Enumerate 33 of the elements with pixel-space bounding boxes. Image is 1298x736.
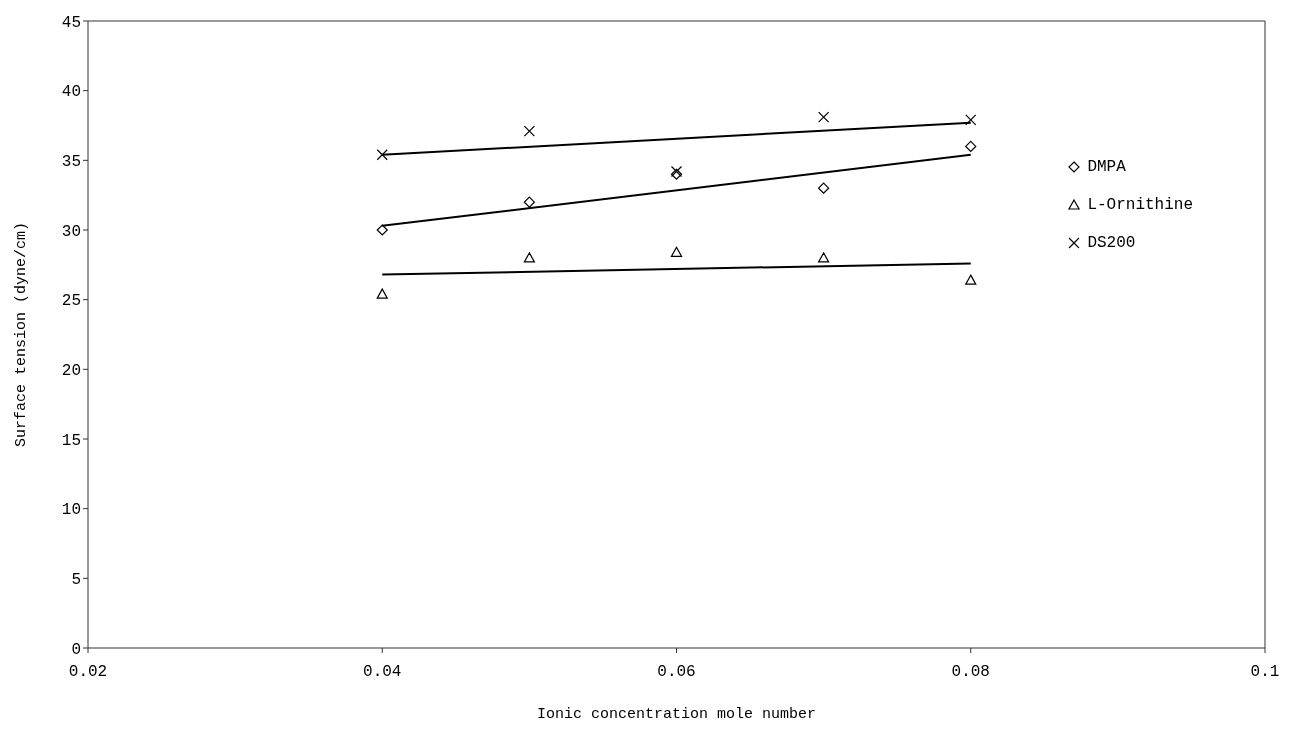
x-axis-title: Ionic concentration mole number bbox=[536, 706, 817, 723]
legend-label: L-Ornithine bbox=[1087, 196, 1193, 214]
point bbox=[965, 274, 977, 285]
y-tick-label: 0 bbox=[71, 640, 81, 659]
x-tick-label: 0.02 bbox=[68, 663, 108, 682]
y-axis-title: Surface tension (dyne/cm) bbox=[13, 221, 31, 448]
point bbox=[965, 140, 977, 152]
y-tick-label: 10 bbox=[61, 501, 81, 520]
point bbox=[376, 224, 388, 236]
point bbox=[523, 196, 535, 208]
y-tick-label: 15 bbox=[61, 431, 81, 450]
x-tick-label: 0.08 bbox=[951, 663, 990, 682]
point bbox=[376, 288, 388, 299]
legend-label: DMPA bbox=[1087, 158, 1126, 176]
point bbox=[818, 111, 830, 123]
y-tick-label: 25 bbox=[61, 292, 81, 311]
point bbox=[670, 246, 683, 257]
y-tick-label: 45 bbox=[61, 13, 81, 32]
point bbox=[965, 114, 977, 126]
x-tick-label: 0.04 bbox=[363, 663, 402, 682]
y-tick-label: 40 bbox=[61, 83, 81, 102]
point bbox=[818, 252, 830, 263]
y-tick-label: 20 bbox=[61, 362, 81, 381]
x-tick-label: 0.1 bbox=[1250, 663, 1280, 682]
x-tick-label: 0.06 bbox=[657, 663, 696, 682]
point bbox=[523, 252, 535, 263]
point bbox=[523, 125, 535, 137]
y-tick-label: 30 bbox=[61, 222, 81, 241]
point bbox=[376, 149, 388, 161]
y-tick-label: 35 bbox=[61, 153, 81, 172]
y-tick-label: 5 bbox=[71, 571, 81, 590]
point bbox=[818, 182, 830, 194]
legend-label: DS200 bbox=[1087, 234, 1136, 252]
